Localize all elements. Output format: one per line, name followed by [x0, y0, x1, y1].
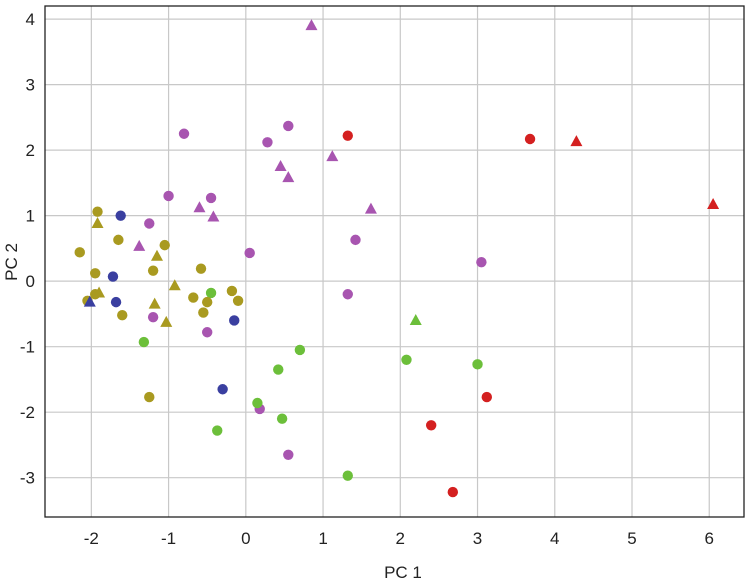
- x-tick-label: -1: [161, 529, 176, 548]
- scatter-point-circle: [476, 256, 487, 268]
- scatter-point-circle: [217, 384, 228, 395]
- y-tick-label: 0: [26, 272, 35, 291]
- scatter-point-circle: [481, 391, 492, 403]
- scatter-point-circle: [113, 234, 124, 246]
- y-tick-label: 3: [26, 76, 35, 95]
- scatter-point-circle: [90, 268, 101, 279]
- scatter-point-triangle: [150, 249, 163, 261]
- scatter-point-triangle: [305, 19, 318, 31]
- x-tick-label: 6: [705, 529, 714, 548]
- x-axis-title: PC 1: [384, 563, 422, 580]
- scatter-point-circle: [188, 292, 199, 303]
- scatter-point-circle: [232, 295, 244, 307]
- scatter-point-circle: [252, 397, 263, 409]
- scatter-point-circle: [283, 120, 294, 132]
- scatter-point-circle: [144, 218, 155, 229]
- x-tick-label: 5: [627, 529, 636, 548]
- scatter-point-triangle: [93, 286, 106, 298]
- scatter-point-triangle: [193, 201, 206, 213]
- scatter-point-circle: [226, 285, 238, 297]
- scatter-point-circle: [283, 449, 294, 460]
- scatter-point-triangle: [83, 295, 96, 307]
- scatter-point-triangle: [91, 217, 104, 229]
- y-tick-labels: -3 -2 -1 0 1 2 3 4: [20, 10, 35, 488]
- scatter-point-circle: [144, 391, 155, 403]
- scatter-point-circle: [163, 190, 174, 202]
- scatter-point-circle: [342, 470, 353, 481]
- scatter-point-circle: [147, 311, 159, 323]
- y-axis-title: PC 2: [2, 243, 21, 281]
- y-tick-label: 4: [26, 10, 35, 29]
- scatter-point-triangle: [148, 297, 161, 309]
- scatter-point-circle: [276, 413, 288, 424]
- y-tick-label: -1: [20, 338, 35, 357]
- scatter-point-circle: [198, 307, 209, 318]
- scatter-point-triangle: [570, 135, 583, 147]
- x-tick-label: 2: [396, 529, 405, 548]
- x-tick-label: 1: [318, 529, 327, 548]
- scatter-point-circle: [201, 327, 213, 338]
- scatter-point-triangle: [326, 150, 339, 162]
- scatter-point-triangle: [168, 279, 181, 291]
- scatter-point-circle: [262, 137, 273, 148]
- scatter-point-triangle: [282, 171, 295, 183]
- scatter-point-circle: [147, 265, 159, 276]
- x-tick-labels: -2 -1 0 1 2 3 4 5 6: [84, 529, 714, 548]
- scatter-point-circle: [294, 344, 306, 356]
- scatter-point-triangle: [409, 313, 422, 325]
- plot-frame: [44, 5, 745, 518]
- scatter-point-circle: [342, 289, 353, 300]
- scatter-point-triangle: [207, 210, 220, 222]
- scatter-point-circle: [117, 310, 128, 321]
- scatter-point-triangle: [364, 202, 377, 214]
- y-tick-label: -3: [20, 469, 35, 488]
- scatter-point-circle: [350, 234, 361, 246]
- x-tick-label: 3: [473, 529, 482, 548]
- scatter-point-circle: [447, 486, 459, 498]
- scatter-point-circle: [107, 271, 119, 282]
- scatter-point-circle: [524, 133, 536, 145]
- grid-lines: [45, 6, 744, 517]
- scatter-point-circle: [74, 247, 85, 258]
- scatter-point-circle: [229, 315, 240, 326]
- scatter-point-circle: [110, 296, 122, 308]
- y-tick-label: -2: [20, 403, 35, 422]
- scatter-point-triangle: [160, 315, 173, 327]
- scatter-point-triangle: [133, 239, 146, 251]
- scatter-point-circle: [244, 247, 255, 259]
- y-tick-label: 1: [26, 207, 35, 226]
- scatter-point-circle: [212, 425, 223, 436]
- scatter-point-circle: [92, 206, 103, 217]
- scatter-point-circle: [115, 210, 126, 221]
- x-tick-label: -2: [84, 529, 99, 548]
- scatter-point-circle: [342, 130, 353, 141]
- scatter-point-circle: [425, 420, 437, 431]
- scatter-point-triangle: [274, 160, 287, 172]
- scatter-point-circle: [195, 263, 207, 274]
- scatter-point-circle: [205, 192, 217, 204]
- scatter-point-circle: [178, 128, 190, 139]
- scatter-point-triangle: [707, 198, 720, 210]
- y-tick-label: 2: [26, 141, 35, 160]
- scatter-point-circle: [205, 287, 217, 299]
- data-points: [74, 19, 720, 498]
- scatter-point-circle: [273, 364, 284, 375]
- x-tick-label: 0: [241, 529, 250, 548]
- scatter-point-circle: [401, 354, 412, 365]
- scatter-point-circle: [138, 336, 150, 348]
- scatter-point-circle: [472, 359, 483, 370]
- scatter-point-circle: [159, 239, 170, 251]
- x-tick-label: 4: [550, 529, 559, 548]
- scatter-point-circle: [201, 296, 213, 308]
